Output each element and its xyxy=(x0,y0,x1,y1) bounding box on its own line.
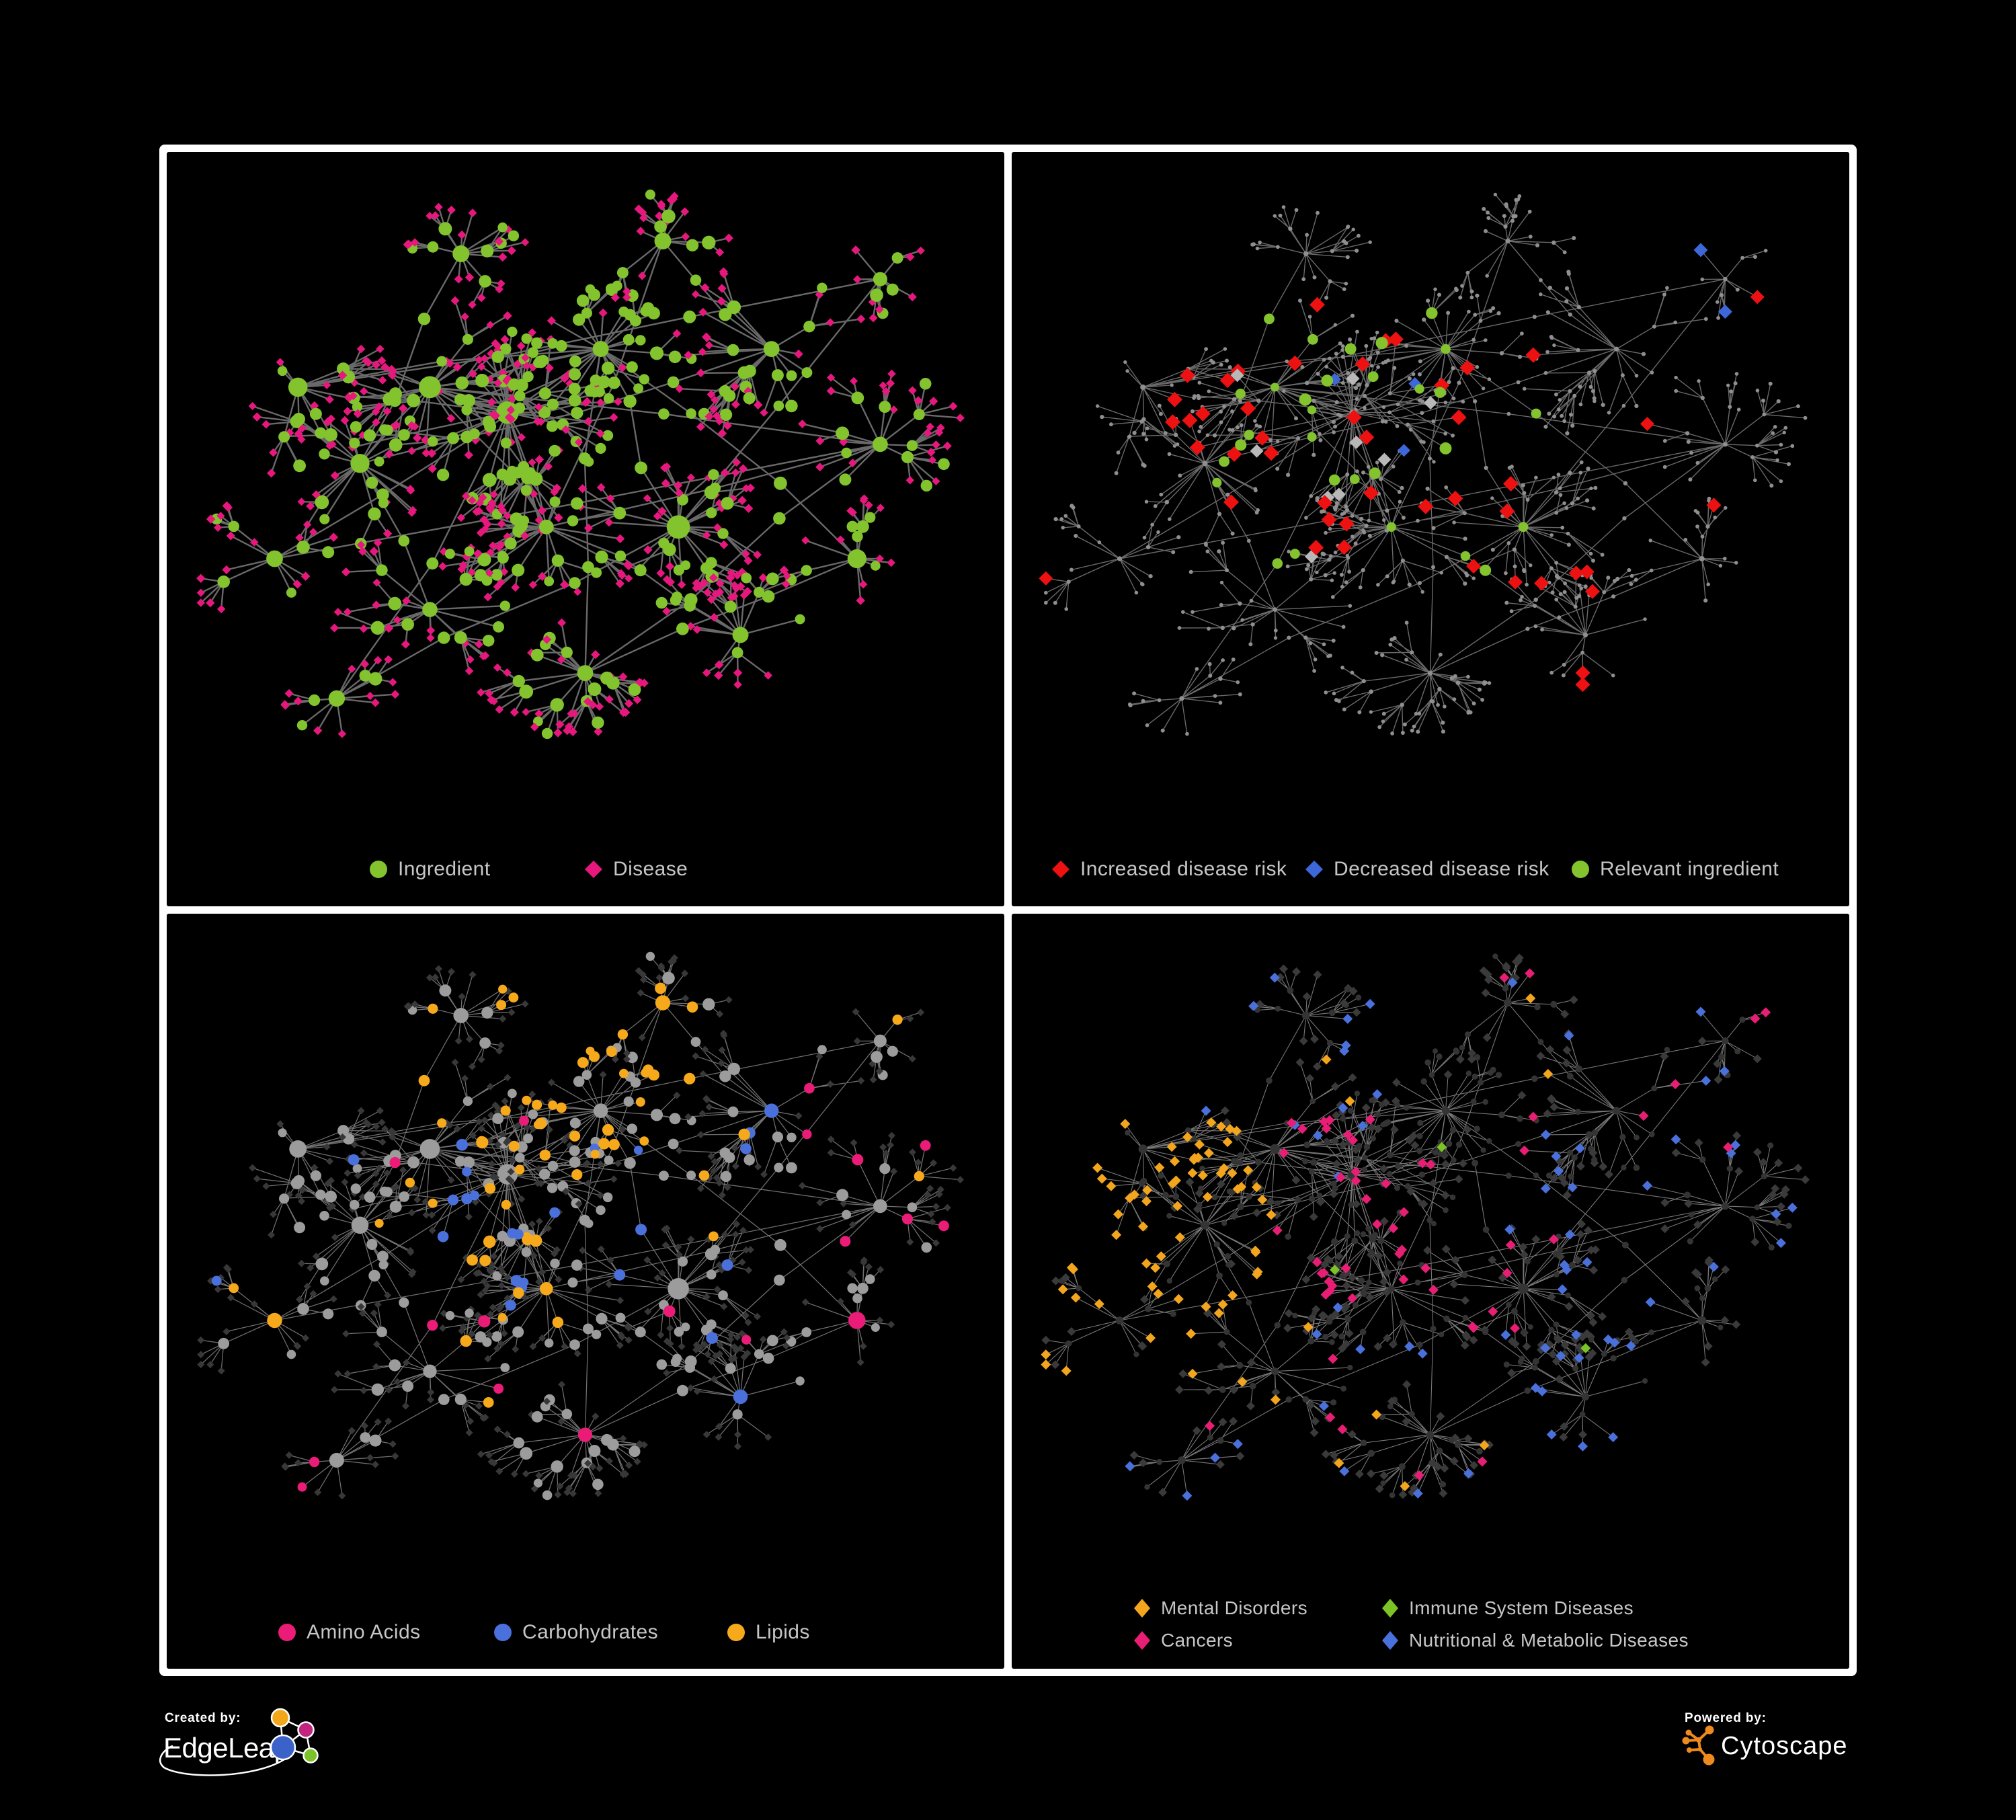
network-graph-disease-risk xyxy=(1039,192,1808,736)
legend-item-immune-diseases: Immune System Diseases xyxy=(1382,1597,1634,1620)
legend-item-mental-disorders: Mental Disorders xyxy=(1134,1597,1307,1620)
legend-item-increased-risk: Increased disease risk xyxy=(1052,858,1287,881)
legend-label-decreased-risk: Decreased disease risk xyxy=(1334,858,1549,880)
legend-item-decreased-risk: Decreased disease risk xyxy=(1305,858,1549,881)
network-graph-ingredient-disease xyxy=(196,189,965,740)
legend-label-nutritional-diseases: Nutritional & Metabolic Diseases xyxy=(1409,1630,1689,1651)
amino-acids-marker-icon xyxy=(278,1624,296,1641)
legend-label-relevant-ingredient: Relevant ingredient xyxy=(1600,858,1779,880)
legend-label-lipids: Lipids xyxy=(756,1621,810,1643)
panel-nutrient-classes: Amino Acids Carbohydrates Lipids xyxy=(167,914,1004,1669)
disease-marker-icon xyxy=(585,861,602,878)
legend-label-immune-diseases: Immune System Diseases xyxy=(1409,1597,1634,1618)
cytoscape-brand-text: Cytoscape xyxy=(1721,1732,1848,1760)
edgeleap-node-magenta xyxy=(297,1721,315,1739)
edgeleap-node-blue xyxy=(270,1734,296,1761)
panel-disease-risk: Increased disease risk Decreased disease… xyxy=(1012,152,1849,906)
decreased-risk-marker-icon xyxy=(1305,861,1323,878)
lipids-marker-icon xyxy=(727,1624,745,1641)
edgeleap-logo-icon xyxy=(159,1708,319,1776)
cancers-marker-icon xyxy=(1134,1631,1150,1650)
network-graph-nutrient-classes xyxy=(197,951,964,1501)
carbohydrates-marker-icon xyxy=(494,1624,512,1641)
legend-item-cancers: Cancers xyxy=(1134,1629,1233,1652)
legend-label-amino-acids: Amino Acids xyxy=(307,1621,421,1643)
legend-item-ingredient: Ingredient xyxy=(370,858,490,881)
legend-label-carbohydrates: Carbohydrates xyxy=(522,1621,658,1643)
panel-ingredient-disease: Ingredient Disease xyxy=(167,152,1004,906)
edgeleap-node-green xyxy=(303,1747,319,1764)
legend-label-cancers: Cancers xyxy=(1161,1630,1234,1651)
figure-grid: Ingredient Disease Increased disease ris… xyxy=(159,145,1857,1676)
cytoscape-logo-icon xyxy=(1682,1725,1715,1766)
legend-label-disease: Disease xyxy=(613,858,688,880)
legend-label-ingredient: Ingredient xyxy=(398,858,491,880)
legend-item-carbohydrates: Carbohydrates xyxy=(494,1621,658,1644)
edgeleap-node-orange xyxy=(270,1708,290,1728)
legend-label-increased-risk: Increased disease risk xyxy=(1080,858,1287,880)
legend-item-relevant-ingredient: Relevant ingredient xyxy=(1572,858,1779,881)
nutritional-diseases-marker-icon xyxy=(1382,1631,1398,1650)
immune-diseases-marker-icon xyxy=(1382,1599,1398,1618)
legend-item-nutritional-diseases: Nutritional & Metabolic Diseases xyxy=(1382,1629,1689,1652)
mental-disorders-marker-icon xyxy=(1134,1599,1150,1618)
created-by-label: Created by: xyxy=(165,1711,241,1725)
ingredient-marker-icon xyxy=(370,861,387,878)
increased-risk-marker-icon xyxy=(1052,861,1070,878)
edgeleap-brand-text: EdgeLeap xyxy=(163,1732,290,1764)
legend-item-lipids: Lipids xyxy=(727,1621,810,1644)
network-graph-disease-classes xyxy=(1041,953,1810,1501)
relevant-ingredient-marker-icon xyxy=(1572,861,1589,878)
legend-item-disease: Disease xyxy=(585,858,688,881)
powered-by-label: Powered by: xyxy=(1685,1711,1767,1725)
legend-item-amino-acids: Amino Acids xyxy=(278,1621,420,1644)
panel-disease-classes: Mental Disorders Immune System Diseases … xyxy=(1012,914,1849,1669)
legend-label-mental-disorders: Mental Disorders xyxy=(1161,1597,1308,1618)
